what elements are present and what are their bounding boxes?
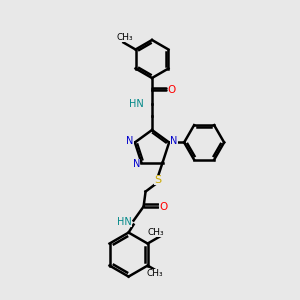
Text: N: N	[126, 136, 134, 146]
Text: N: N	[170, 136, 178, 146]
Text: HN: HN	[117, 217, 132, 226]
Text: N: N	[133, 159, 140, 169]
Text: O: O	[160, 202, 168, 212]
Text: O: O	[168, 85, 176, 95]
Text: CH₃: CH₃	[147, 228, 164, 237]
Text: HN: HN	[129, 99, 144, 109]
Text: S: S	[154, 175, 161, 184]
Text: CH₃: CH₃	[146, 268, 163, 278]
Text: CH₃: CH₃	[116, 33, 133, 42]
